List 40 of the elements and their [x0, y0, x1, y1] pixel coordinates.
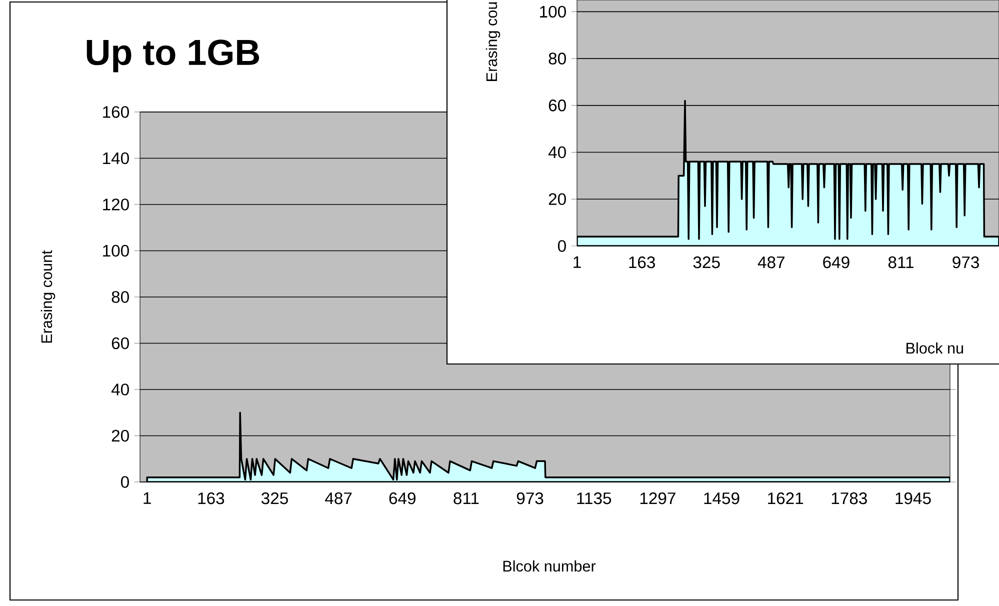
x-axis-title: Block nu	[906, 342, 964, 354]
y-tick-label: 40	[548, 146, 566, 158]
x-tick-label: 1945	[896, 492, 931, 504]
x-tick-label: 973	[952, 256, 979, 268]
x-tick-label: 1	[574, 256, 581, 268]
x-tick-label: 163	[629, 256, 655, 268]
x-tick-label: 1783	[832, 492, 867, 504]
x-tick-label: 325	[261, 492, 288, 504]
y-tick-label: 0	[558, 240, 566, 252]
y-tick-label: 140	[103, 152, 129, 164]
x-tick-label: 487	[325, 492, 352, 504]
x-tick-label: 1135	[577, 492, 612, 504]
x-tick-label: 163	[198, 492, 224, 504]
x-tick-label: 649	[823, 256, 850, 268]
x-axis-title: Blcok number	[503, 560, 596, 572]
y-tick-label: 60	[548, 100, 566, 112]
y-tick-label: 60	[112, 337, 129, 350]
x-tick-label: 1	[144, 492, 151, 504]
x-tick-label: 487	[758, 256, 784, 268]
y-tick-label: 80	[548, 52, 566, 64]
x-tick-label: 1621	[768, 492, 804, 504]
x-tick-label: 1459	[704, 492, 740, 504]
x-tick-label: 811	[454, 492, 479, 504]
y-axis-title: Erasing cou	[486, 2, 500, 81]
y-tick-label: 20	[112, 430, 129, 442]
x-tick-label: 325	[693, 256, 720, 268]
y-tick-label: 0	[120, 476, 129, 488]
y-tick-label: 160	[103, 106, 129, 118]
x-tick-label: 649	[389, 492, 416, 504]
x-tick-label: 1297	[640, 492, 676, 504]
y-tick-label: 120	[103, 198, 129, 210]
x-tick-label: 973	[516, 492, 544, 504]
y-axis-title: Erasing count	[40, 250, 56, 343]
y-tick-label: 100	[103, 244, 129, 257]
chart-title: Up to 1GB	[86, 40, 260, 72]
y-tick-label: 100	[540, 6, 566, 18]
y-tick-label: 20	[548, 193, 566, 206]
y-tick-label: 40	[111, 384, 129, 396]
x-tick-label: 811	[888, 256, 914, 268]
y-tick-label: 80	[112, 291, 129, 303]
